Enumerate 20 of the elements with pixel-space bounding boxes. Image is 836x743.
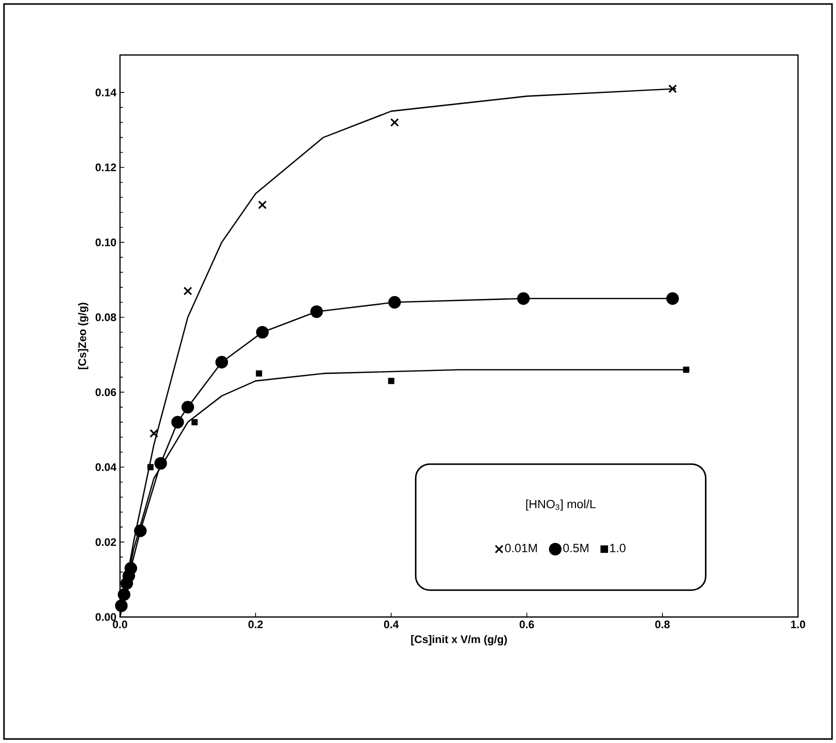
legend-title: [HNO$_{3}$] mol/L [526, 500, 596, 511]
y-tick-label: 0.12 [96, 164, 116, 172]
x-tick-label: 1.0 [791, 620, 806, 628]
x-axis-title: [Cs]init x V/m (g/g) [411, 635, 507, 646]
legend-label: 0.01M [505, 544, 537, 552]
y-axis-title: [Cs]Zeo (g/g) [78, 302, 88, 370]
y-tick-label: 0.08 [96, 313, 116, 322]
y-tick-label: 0.02 [96, 538, 116, 546]
legend-label: 0.5M [563, 544, 588, 552]
x-tick-label: 0.2 [248, 620, 263, 628]
x-tick-label: 0.6 [520, 620, 534, 628]
x-tick-label: 0.4 [384, 620, 399, 628]
x-tick-label: 0.0 [112, 620, 128, 628]
legend-label: 1.0 [610, 544, 626, 552]
y-tick-label: 0.00 [96, 613, 116, 621]
y-tick-label: 0.06 [96, 388, 116, 396]
y-tick-label: 0.04 [96, 463, 116, 472]
y-tick-label: 0.14 [96, 88, 116, 96]
x-tick-label: 0.8 [655, 620, 670, 628]
y-tick-label: 0.10 [96, 238, 116, 246]
